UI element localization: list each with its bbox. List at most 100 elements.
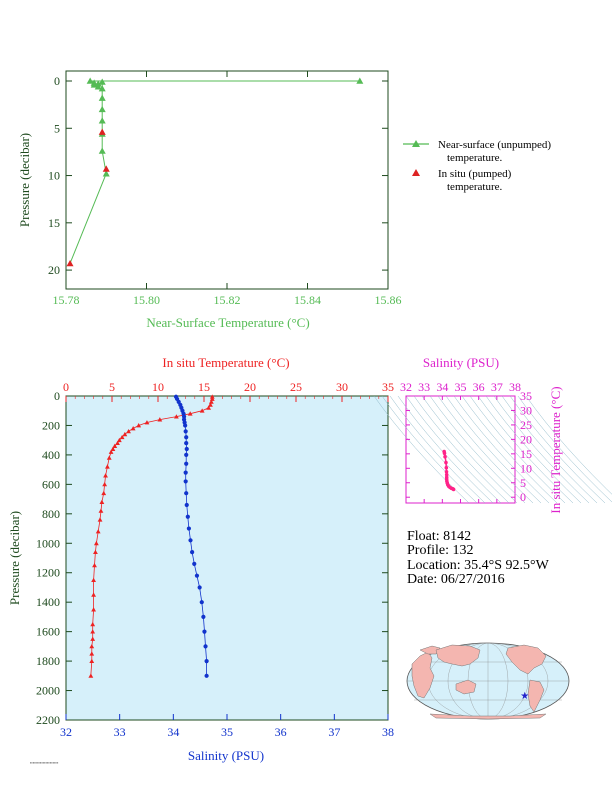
salinity-point [185, 514, 190, 519]
temperature-point [91, 592, 96, 597]
density-contour [421, 395, 518, 504]
profile-y-ticks: 0 200 400 600 800 1000 1200 1400 1600 1800 2000 220… [36, 389, 388, 727]
legend-marker-unpumped [412, 140, 420, 147]
map-float-marker: ★ [520, 691, 529, 702]
y-tick-label: 2000 [36, 684, 60, 698]
salinity-point [188, 538, 193, 543]
ts-y-tick-label: 5 [520, 476, 526, 490]
info-date: Date: 06/27/2016 [407, 572, 505, 587]
near-surface-y-ticks: 0 5 10 15 20 [48, 74, 388, 277]
temperature-point [93, 549, 98, 555]
unpumped-point [98, 117, 106, 124]
near-surface-x-ticks: 15.78 15.80 15.82 15.84 15.86 [53, 71, 402, 307]
temperature-point [110, 446, 116, 451]
salinity-point [190, 550, 195, 555]
temperature-point [209, 396, 215, 401]
density-contour [381, 395, 478, 504]
profile-chart: 0200400600800100012001400160018002000220… [7, 355, 394, 763]
temperature-point [115, 440, 120, 446]
ts-title: Salinity (PSU) [423, 355, 499, 370]
info-float: Float: 8142 [407, 529, 471, 544]
salinity-point [186, 526, 191, 531]
temperature-point [99, 499, 105, 504]
temperature-point [108, 449, 114, 454]
salinity-point [184, 502, 189, 508]
world-map: ★ [406, 642, 570, 720]
density-contour [429, 395, 526, 504]
salinity-point [201, 614, 206, 620]
salinity-point [203, 644, 208, 649]
temperature-tick-label: 25 [290, 380, 302, 394]
x-tick-label: 15.86 [375, 293, 402, 307]
ts-y-tick-label: 10 [520, 461, 532, 475]
ts-points [442, 449, 456, 492]
salinity-point [183, 429, 188, 434]
salinity-tick-label: 32 [60, 725, 72, 739]
temperature-point [136, 423, 142, 428]
temperature-point [199, 408, 205, 413]
y-tick-label: 0 [54, 74, 60, 88]
temperature-point [130, 426, 136, 431]
profile-series [88, 394, 215, 678]
y-tick-label: 400 [42, 448, 60, 462]
unpumped-point [102, 170, 110, 177]
salinity-tick-label: 36 [275, 725, 287, 739]
salinity-point [184, 441, 189, 446]
salinity-point [184, 491, 189, 496]
temperature-point [88, 673, 94, 678]
x-tick-label: 15.84 [294, 293, 321, 307]
legend-label-unpumped-1: Near-surface (unpumped) [438, 139, 551, 151]
temperature-point [119, 434, 125, 440]
y-tick-label: 200 [42, 418, 60, 432]
temperature-point [209, 394, 215, 399]
temperature-tick-label: 15 [198, 380, 210, 394]
temperature-point [90, 636, 96, 641]
profile-salinity-ticks: 32 33 34 35 36 37 38 [60, 714, 394, 739]
info-profile: Profile: 132 [407, 543, 474, 558]
salinity-point [183, 470, 188, 475]
near-surface-chart: 0 5 10 15 20 15.78 15.80 15.82 15.84 15.86 Near-… [17, 70, 402, 330]
temperature-point [93, 540, 99, 546]
salinity-point [181, 414, 187, 419]
salinity-point [184, 452, 189, 458]
temperature-point [208, 402, 213, 407]
temperature-tick-label: 5 [109, 380, 115, 394]
salinity-point [204, 673, 209, 678]
temperature-point [91, 607, 96, 612]
salinity-point [184, 446, 189, 452]
ts-x-tick-label: 34 [436, 380, 448, 394]
ts-point [443, 454, 447, 459]
temperature-point [89, 651, 95, 656]
unpumped-point [98, 78, 106, 85]
profile-temperature-label: In situ Temperature (°C) [162, 355, 289, 370]
temperature-point [89, 658, 95, 664]
ts-y-tick-label: 0 [520, 490, 526, 504]
unpumped-point [94, 80, 102, 87]
temperature-point [144, 420, 150, 425]
temperature-point [208, 399, 214, 404]
salinity-tick-label: 35 [221, 725, 233, 739]
density-contour [469, 395, 566, 504]
x-tick-label: 15.82 [214, 293, 241, 307]
y-tick-label: 1600 [36, 625, 60, 639]
pumped-point [98, 128, 106, 135]
salinity-point [183, 423, 188, 428]
ts-point [444, 465, 449, 470]
unpumped-point [356, 77, 364, 84]
profile-salinity-label: Salinity (PSU) [188, 748, 264, 763]
temperature-point [122, 431, 128, 437]
map-land [411, 644, 547, 720]
ts-x-tick-label: 37 [491, 380, 503, 394]
temperature-tick-label: 35 [382, 380, 394, 394]
y-tick-label: 1000 [36, 536, 60, 550]
ts-point [442, 451, 447, 456]
ts-density-contours [373, 395, 612, 504]
temperature-point [174, 414, 179, 419]
salinity-point [184, 435, 189, 440]
ts-y-tick-label: 20 [520, 432, 532, 446]
y-tick-label: 2200 [36, 713, 60, 727]
footer-tiny-text: ▪▪▪▪▪▪▪▪▪▪▪▪▪▪▪▪▪▪▪▪ [30, 760, 59, 765]
density-contour [477, 395, 574, 504]
ts-y-label: In situ Temperature (°C) [548, 386, 563, 513]
